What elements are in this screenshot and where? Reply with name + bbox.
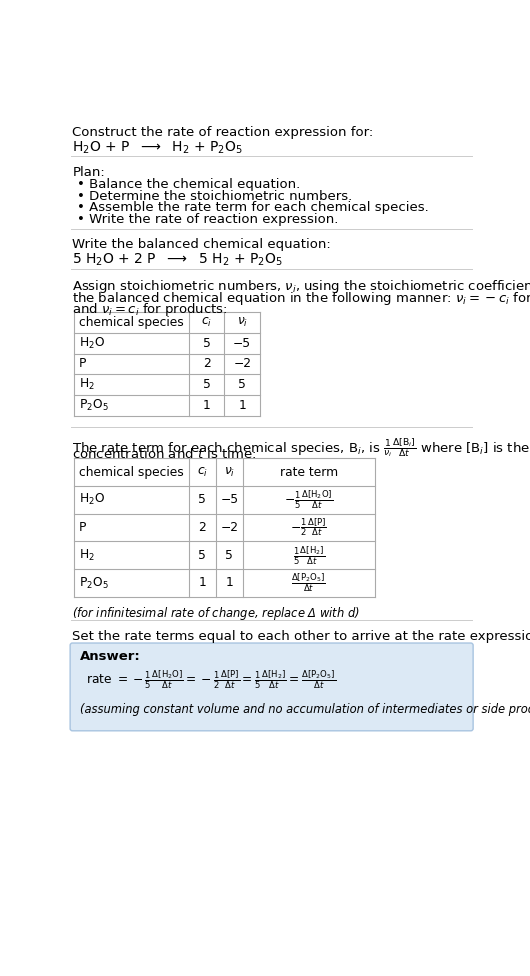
Text: $c_i$: $c_i$ xyxy=(201,316,212,329)
Text: rate $= -\frac{1}{5}\frac{\Delta[\mathrm{H_2O}]}{\Delta t} = -\frac{1}{2}\frac{\: rate $= -\frac{1}{5}\frac{\Delta[\mathrm… xyxy=(86,669,337,691)
Text: 1: 1 xyxy=(202,399,210,412)
Text: $\nu_i$: $\nu_i$ xyxy=(224,466,235,478)
Text: 5: 5 xyxy=(202,337,210,349)
Text: 1: 1 xyxy=(238,399,246,412)
Text: H$_2$O: H$_2$O xyxy=(78,492,104,508)
Text: 5: 5 xyxy=(225,549,233,562)
Text: Answer:: Answer: xyxy=(80,650,141,663)
Text: −2: −2 xyxy=(233,357,251,371)
Text: P: P xyxy=(78,357,86,371)
Text: 5: 5 xyxy=(198,493,206,507)
Text: $c_i$: $c_i$ xyxy=(197,466,208,478)
Text: • Write the rate of reaction expression.: • Write the rate of reaction expression. xyxy=(77,213,339,225)
Text: −2: −2 xyxy=(220,521,238,534)
Text: 5 H$_2$O + 2 P  $\longrightarrow$  5 H$_2$ + P$_2$O$_5$: 5 H$_2$O + 2 P $\longrightarrow$ 5 H$_2$… xyxy=(73,252,283,268)
Text: 5: 5 xyxy=(202,378,210,391)
Text: −5: −5 xyxy=(220,493,238,507)
Text: H$_2$O: H$_2$O xyxy=(78,336,104,350)
Text: 2: 2 xyxy=(198,521,206,534)
Text: H$_2$: H$_2$ xyxy=(78,377,94,392)
Text: Plan:: Plan: xyxy=(73,166,105,179)
Text: (assuming constant volume and no accumulation of intermediates or side products): (assuming constant volume and no accumul… xyxy=(80,703,530,716)
Text: the balanced chemical equation in the following manner: $\nu_i = -c_i$ for react: the balanced chemical equation in the fo… xyxy=(73,290,530,306)
Text: Set the rate terms equal to each other to arrive at the rate expression:: Set the rate terms equal to each other t… xyxy=(73,630,530,643)
Text: (for infinitesimal rate of change, replace Δ with $d$): (for infinitesimal rate of change, repla… xyxy=(73,604,360,622)
Text: −5: −5 xyxy=(233,337,251,349)
Text: • Determine the stoichiometric numbers.: • Determine the stoichiometric numbers. xyxy=(77,189,352,202)
Text: • Balance the chemical equation.: • Balance the chemical equation. xyxy=(77,178,301,191)
Text: and $\nu_i = c_i$ for products:: and $\nu_i = c_i$ for products: xyxy=(73,302,228,318)
Text: $-\frac{1}{5}\frac{\Delta[\mathrm{H_2O}]}{\Delta t}$: $-\frac{1}{5}\frac{\Delta[\mathrm{H_2O}]… xyxy=(284,489,333,511)
Text: 1: 1 xyxy=(225,577,233,590)
Text: H$_2$: H$_2$ xyxy=(78,548,94,563)
Text: 1: 1 xyxy=(198,577,206,590)
Text: P$_2$O$_5$: P$_2$O$_5$ xyxy=(78,576,108,590)
Text: • Assemble the rate term for each chemical species.: • Assemble the rate term for each chemic… xyxy=(77,201,429,214)
Text: The rate term for each chemical species, B$_i$, is $\frac{1}{\nu_i}\frac{\Delta[: The rate term for each chemical species,… xyxy=(73,436,530,459)
Text: $\nu_i$: $\nu_i$ xyxy=(236,316,248,329)
Text: $-\frac{1}{2}\frac{\Delta[\mathrm{P}]}{\Delta t}$: $-\frac{1}{2}\frac{\Delta[\mathrm{P}]}{\… xyxy=(290,516,328,539)
Text: Assign stoichiometric numbers, $\nu_i$, using the stoichiometric coefficients, $: Assign stoichiometric numbers, $\nu_i$, … xyxy=(73,278,530,295)
Text: $\frac{\Delta[\mathrm{P_2O_5}]}{\Delta t}$: $\frac{\Delta[\mathrm{P_2O_5}]}{\Delta t… xyxy=(292,572,326,594)
Text: 5: 5 xyxy=(238,378,246,391)
Text: concentration and $t$ is time:: concentration and $t$ is time: xyxy=(73,447,257,462)
Text: chemical species: chemical species xyxy=(78,316,183,329)
Text: P$_2$O$_5$: P$_2$O$_5$ xyxy=(78,398,108,413)
FancyBboxPatch shape xyxy=(70,643,473,731)
Text: Write the balanced chemical equation:: Write the balanced chemical equation: xyxy=(73,238,331,251)
Text: 5: 5 xyxy=(198,549,206,562)
Text: Construct the rate of reaction expression for:: Construct the rate of reaction expressio… xyxy=(73,126,374,139)
Text: $\frac{1}{5}\frac{\Delta[\mathrm{H_2}]}{\Delta t}$: $\frac{1}{5}\frac{\Delta[\mathrm{H_2}]}{… xyxy=(293,544,325,566)
Text: 2: 2 xyxy=(202,357,210,371)
Text: H$_2$O + P  $\longrightarrow$  H$_2$ + P$_2$O$_5$: H$_2$O + P $\longrightarrow$ H$_2$ + P$_… xyxy=(73,140,243,156)
Text: rate term: rate term xyxy=(280,466,338,478)
Text: P: P xyxy=(78,521,86,534)
Text: chemical species: chemical species xyxy=(78,466,183,478)
